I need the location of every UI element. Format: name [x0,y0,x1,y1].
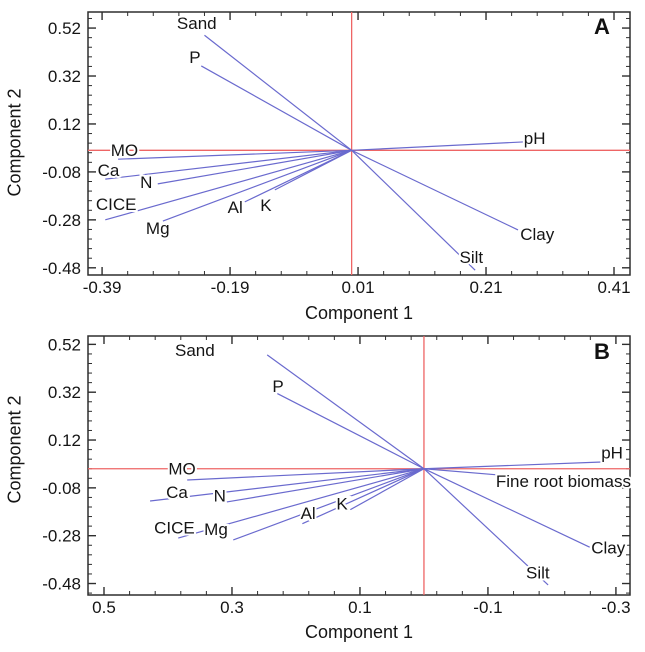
vector-line-al [302,468,425,525]
vector-label-sand: Sand [177,14,217,33]
y-axis-title-a: Component 2 [4,88,25,197]
vector-label-cice: CICE [154,518,195,537]
vector-line-sand [266,354,425,470]
vector-label-clay: Clay [591,538,626,557]
x-tick-label-0-3: 0.3 [220,598,244,617]
vector-line-silt [423,468,549,586]
vector-line-ca [150,468,425,502]
vector-label-ph: pH [601,443,623,462]
vector-label-al: Al [301,504,316,523]
y-tick-label-0-28: -0.28 [42,527,81,546]
x-tick-label-0-3: -0.3 [601,598,630,617]
panel-letter-b: B [594,339,610,364]
x-tick-label-0-39: -0.39 [83,278,122,297]
vector-label-al: Al [228,198,243,217]
vector-line-mg [233,468,425,541]
vector-label-clay: Clay [520,225,555,244]
vector-label-p: P [272,377,283,396]
x-tick-label-0-01: 0.01 [341,278,374,297]
vector-line-p [200,65,352,151]
vector-label-ph: pH [524,129,546,148]
vector-label-p: P [189,48,200,67]
vector-label-ca: Ca [166,483,188,502]
vector-label-mo: MO [111,141,138,160]
vector-label-cice: CICE [96,195,137,214]
vector-label-mg: Mg [204,520,228,539]
vector-line-n [226,468,425,503]
axis-ticks [88,12,630,275]
y-tick-label-0-48: -0.48 [42,575,81,594]
vector-label-mo: MO [168,459,195,478]
x-axis-title-b: Component 1 [304,622,414,642]
vector-label-mg: Mg [146,219,170,238]
vector-line-clay [351,149,519,231]
y-tick-label-0-32: 0.32 [48,67,81,86]
vector-line-clay [423,468,590,548]
vector-line-cice [105,149,352,221]
y-tick-label-0-52: 0.52 [48,335,81,354]
vector-label-k: K [260,196,272,215]
vector-label-k: K [336,494,348,513]
vector-line-mo [187,468,424,481]
vector-label-silt: Silt [526,563,550,582]
panel-letter-a: A [594,14,610,39]
vector-line-k [347,468,425,512]
x-tick-label-0-1: 0.1 [348,598,372,617]
axis-ticks [88,336,630,595]
y-tick-label-0-12: 0.12 [48,115,81,134]
y-tick-label-0-48: -0.48 [42,259,81,278]
vector-line-cice [178,468,425,539]
vector-line-mo [118,149,352,160]
y-tick-label-0-32: 0.32 [48,383,81,402]
y-tick-label-0-28: -0.28 [42,211,81,230]
vector-label-ca: Ca [98,161,120,180]
vector-line-sand [204,34,353,151]
biplot-svg-b: Sand PpH Fine root biomass MO Ca N CICE Mg Al K Cl… [42,335,633,617]
y-axis-title-b: Component 2 [4,395,25,504]
y-tick-label-0-08: -0.08 [42,479,81,498]
plot-frame [87,11,631,276]
vector-label-fine-root-biomass: Fine root biomass [496,472,631,491]
vector-line-silt [351,149,476,271]
x-tick-label-0-1: -0.1 [473,598,502,617]
x-tick-label-0-5: 0.5 [92,598,116,617]
vector-line-k [274,149,352,191]
x-tick-label-0-19: -0.19 [211,278,250,297]
vector-label-n: N [214,487,226,506]
vector-line-ca [105,149,352,180]
x-axis-title-a: Component 1 [304,303,414,323]
vector-line-n [157,149,352,185]
plot-frame [87,335,631,596]
vector-label-n: N [140,173,152,192]
y-tick-label-0-08: -0.08 [42,163,81,182]
vector-label-sand: Sand [175,341,215,360]
y-tick-label-0-52: 0.52 [48,19,81,38]
vector-label-silt: Silt [459,248,483,267]
y-tick-label-0-12: 0.12 [48,431,81,450]
x-tick-label-0-41: 0.41 [597,278,630,297]
x-tick-label-0-21: 0.21 [469,278,502,297]
vector-line-fine-root-biomass [423,468,499,476]
vector-line-ph [423,461,602,470]
vector-line-mg [162,149,352,222]
vector-line-ph [351,141,524,151]
vector-line-p [275,392,425,470]
